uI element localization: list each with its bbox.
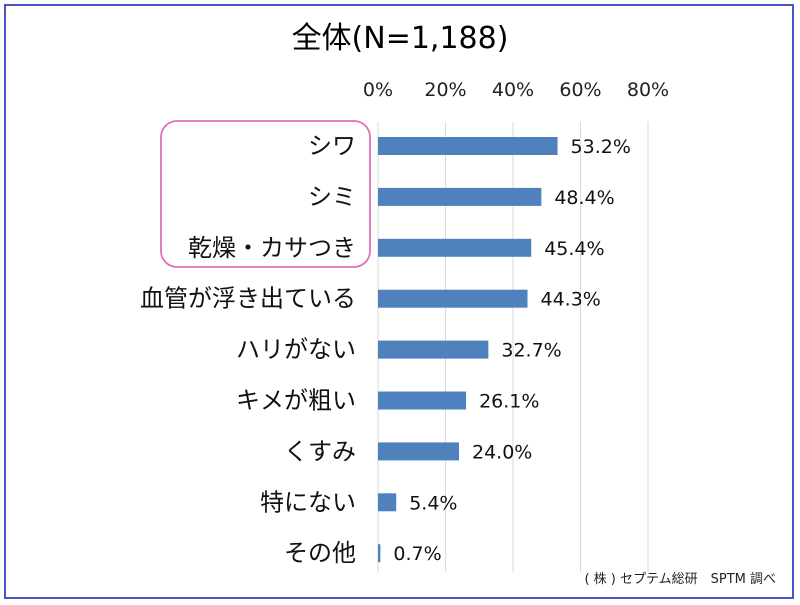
- bar: [378, 187, 542, 206]
- bar: [378, 289, 528, 308]
- category-label: ハリがない: [236, 336, 356, 364]
- bar: [378, 238, 532, 257]
- x-tick-label: 20%: [424, 79, 466, 101]
- bar: [378, 442, 459, 461]
- x-tick-label: 0%: [363, 79, 393, 101]
- category-label: キメが粗い: [236, 387, 356, 415]
- category-label: シミ: [308, 183, 356, 211]
- value-label: 53.2%: [571, 136, 631, 158]
- value-label: 24.0%: [472, 441, 532, 463]
- x-tick-label: 40%: [492, 79, 534, 101]
- x-axis-ticks: 0% 20% 40% 60% 80%: [363, 79, 669, 101]
- value-label: 5.4%: [409, 492, 457, 514]
- highlight-box: [160, 120, 371, 268]
- value-label: 0.7%: [393, 543, 441, 565]
- category-label: その他: [284, 539, 356, 567]
- source-note: ( 株 ) セプテム総研 SPTM 調べ: [584, 572, 776, 587]
- category-label: シワ: [308, 132, 356, 160]
- value-label: 45.4%: [544, 238, 604, 260]
- x-tick-label: 80%: [627, 79, 669, 101]
- value-label: 26.1%: [479, 391, 539, 413]
- bar: [378, 340, 489, 359]
- bar: [378, 493, 397, 512]
- chart-title: 全体(N=1,188): [292, 21, 509, 56]
- category-label: 特にない: [260, 488, 356, 516]
- value-label: 32.7%: [501, 340, 561, 362]
- bar: [378, 137, 558, 155]
- value-label: 44.3%: [541, 289, 601, 311]
- bars: [378, 137, 558, 563]
- category-label: 血管が浮き出ている: [140, 285, 356, 313]
- category-label: 乾燥・カサつき: [188, 234, 356, 262]
- value-labels: 53.2% 48.4% 45.4% 44.3% 32.7% 26.1% 24.0% 5.4% 0…: [393, 136, 631, 565]
- bar: [378, 391, 467, 410]
- category-label: くすみ: [284, 437, 356, 465]
- value-label: 48.4%: [554, 187, 614, 209]
- bar: [378, 544, 381, 563]
- x-tick-label: 60%: [559, 79, 601, 101]
